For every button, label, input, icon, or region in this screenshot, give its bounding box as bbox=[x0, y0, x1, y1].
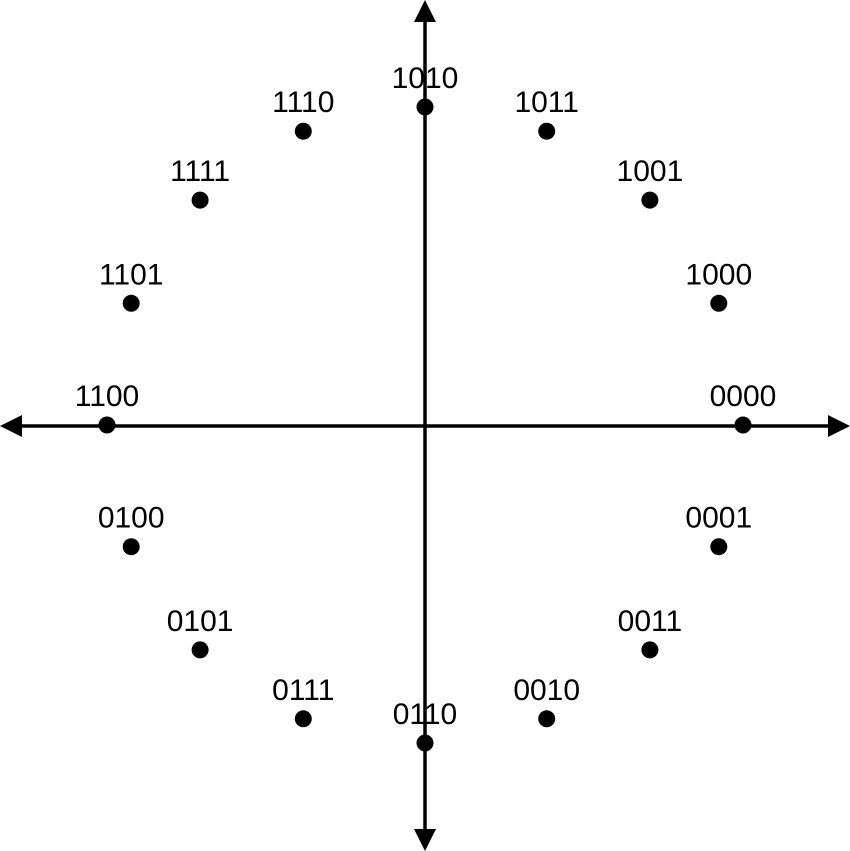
point-label: 1100 bbox=[75, 380, 140, 413]
constellation-point: 1111 bbox=[170, 155, 230, 209]
constellation-point: 1001 bbox=[617, 155, 684, 209]
point-label: 1111 bbox=[170, 155, 230, 188]
point-dot bbox=[734, 416, 752, 434]
point-label: 0101 bbox=[167, 605, 234, 638]
constellation-point: 1010 bbox=[392, 62, 459, 116]
point-label: 0110 bbox=[393, 698, 458, 731]
constellation-point: 1000 bbox=[685, 258, 752, 312]
point-dot bbox=[641, 191, 659, 209]
constellation-point: 1011 bbox=[514, 86, 579, 140]
point-dot bbox=[191, 191, 209, 209]
point-dot bbox=[294, 122, 312, 140]
point-dot bbox=[191, 641, 209, 659]
point-dot bbox=[294, 710, 312, 728]
point-dot bbox=[416, 734, 434, 752]
point-label: 1010 bbox=[392, 62, 459, 95]
constellation-point: 1100 bbox=[75, 380, 140, 434]
point-dot bbox=[710, 538, 728, 556]
constellation-points: 0000 0001 0011 0010 0110 0111 0101 0100 1100 1101… bbox=[75, 62, 777, 752]
constellation-point: 1101 bbox=[99, 258, 164, 312]
constellation-point: 0011 bbox=[618, 605, 683, 659]
point-label: 1001 bbox=[617, 155, 684, 188]
constellation-point: 1110 bbox=[272, 86, 334, 140]
point-label: 1011 bbox=[514, 86, 579, 119]
point-dot bbox=[538, 710, 556, 728]
point-dot bbox=[641, 641, 659, 659]
point-label: 0010 bbox=[513, 674, 580, 707]
point-label: 0100 bbox=[98, 502, 165, 535]
point-dot bbox=[538, 122, 556, 140]
point-label: 1000 bbox=[685, 258, 752, 291]
point-label: 0000 bbox=[710, 380, 777, 413]
point-dot bbox=[416, 98, 434, 116]
point-dot bbox=[98, 416, 116, 434]
point-label: 0001 bbox=[685, 502, 752, 535]
point-dot bbox=[122, 294, 140, 312]
constellation-point: 0010 bbox=[513, 674, 580, 728]
constellation-point: 0110 bbox=[393, 698, 458, 752]
point-dot bbox=[122, 538, 140, 556]
point-label: 1110 bbox=[272, 86, 334, 119]
horizontal-axis-right-arrow bbox=[828, 415, 850, 437]
vertical-axis-top-arrow bbox=[414, 0, 436, 22]
horizontal-axis-left-arrow bbox=[0, 415, 22, 437]
constellation-point: 0101 bbox=[167, 605, 234, 659]
point-dot bbox=[710, 294, 728, 312]
constellation-point: 0100 bbox=[98, 502, 165, 556]
point-label: 0011 bbox=[618, 605, 683, 638]
point-label: 0111 bbox=[272, 674, 334, 707]
vertical-axis-bottom-arrow bbox=[414, 829, 436, 851]
constellation-point: 0000 bbox=[710, 380, 777, 434]
constellation-point: 0001 bbox=[685, 502, 752, 556]
constellation-point: 0111 bbox=[272, 674, 334, 728]
point-label: 1101 bbox=[99, 258, 164, 291]
